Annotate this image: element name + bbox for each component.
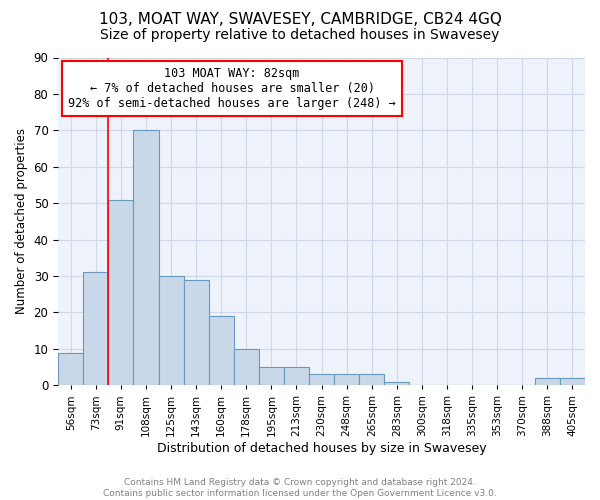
Bar <box>58 352 83 386</box>
Bar <box>284 367 309 386</box>
Bar <box>560 378 585 386</box>
Text: 103 MOAT WAY: 82sqm
← 7% of detached houses are smaller (20)
92% of semi-detache: 103 MOAT WAY: 82sqm ← 7% of detached hou… <box>68 68 396 110</box>
Text: Contains HM Land Registry data © Crown copyright and database right 2024.
Contai: Contains HM Land Registry data © Crown c… <box>103 478 497 498</box>
Bar <box>133 130 158 386</box>
Text: Size of property relative to detached houses in Swavesey: Size of property relative to detached ho… <box>100 28 500 42</box>
Bar <box>309 374 334 386</box>
Text: 103, MOAT WAY, SWAVESEY, CAMBRIDGE, CB24 4GQ: 103, MOAT WAY, SWAVESEY, CAMBRIDGE, CB24… <box>98 12 502 28</box>
Bar <box>334 374 359 386</box>
Bar <box>83 272 109 386</box>
X-axis label: Distribution of detached houses by size in Swavesey: Distribution of detached houses by size … <box>157 442 487 455</box>
Bar <box>535 378 560 386</box>
Bar <box>359 374 384 386</box>
Bar <box>234 349 259 386</box>
Bar <box>184 280 209 386</box>
Bar <box>384 382 409 386</box>
Bar <box>158 276 184 386</box>
Bar <box>209 316 234 386</box>
Y-axis label: Number of detached properties: Number of detached properties <box>15 128 28 314</box>
Bar <box>259 367 284 386</box>
Bar <box>109 200 133 386</box>
